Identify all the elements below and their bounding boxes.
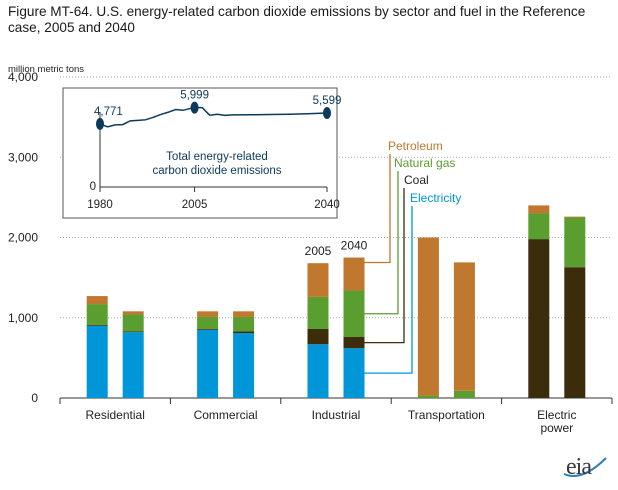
bar-segment-petroleum: [233, 311, 255, 317]
x-category-label: Industrial: [312, 408, 361, 422]
inset-marker: [190, 101, 199, 114]
bar-segment-natural-gas: [197, 316, 219, 329]
inset-point-label: 4,771: [94, 106, 123, 118]
bar-segment-coal: [122, 331, 144, 333]
bar-segment-natural-gas: [453, 390, 475, 398]
legend-label-petroleum: Petroleum: [388, 139, 443, 153]
bar-segment-coal: [307, 328, 329, 345]
year-label: 2040: [341, 239, 368, 253]
bar-segment-petroleum: [122, 311, 144, 315]
inset-frame: [62, 87, 338, 219]
bar-segment-natural-gas: [122, 314, 144, 332]
y-tick-label: 2,000: [8, 231, 38, 245]
logo-text: eia: [566, 454, 592, 480]
inset-point-label: 5,599: [313, 95, 342, 107]
y-axis-unit-label: million metric tons: [8, 64, 84, 75]
inset-x-tick-label: 2005: [182, 199, 208, 211]
bar-segment-petroleum: [197, 311, 219, 317]
bar-segment-electricity: [86, 325, 108, 398]
y-tick-label: 0: [31, 391, 38, 405]
inset-point-label: 5,999: [180, 90, 209, 102]
eia-logo: eia: [560, 452, 610, 484]
y-tick-label: 1,000: [8, 311, 38, 325]
y-tick-label: 3,000: [8, 150, 38, 164]
inset-x-tick-label: 2040: [314, 199, 340, 211]
legend-label-natural-gas: Natural gas: [394, 156, 455, 170]
legend-callout-line: [364, 188, 405, 344]
bar-segment-coal: [528, 239, 550, 398]
bar-segment-electricity: [233, 332, 255, 398]
inset-y-zero-label: 0: [90, 181, 96, 193]
bar-segment-electricity: [343, 348, 365, 398]
bar-segment-natural-gas: [86, 304, 108, 325]
inset-caption-line1: Total energy-related: [166, 151, 268, 163]
inset-marker: [323, 106, 331, 119]
figure-title: Figure MT-64. U.S. energy-related carbon…: [8, 4, 586, 35]
bar-segment-petroleum: [417, 237, 439, 396]
legend-callout-line: [364, 154, 391, 264]
bar-segment-electricity: [122, 332, 144, 398]
bar-segment-electricity: [307, 344, 329, 398]
bar-segment-coal: [197, 328, 219, 330]
x-category-label: Electric: [537, 408, 576, 422]
bar-segment-coal: [233, 331, 255, 333]
bar-segment-petroleum: [307, 263, 329, 297]
bar-segment-petroleum: [564, 216, 586, 218]
bar-segment-natural-gas: [528, 213, 550, 240]
legend-callout-line: [364, 171, 399, 315]
legend-callout-line: [364, 206, 413, 374]
bar-segment-coal: [86, 324, 108, 326]
bar-segment-natural-gas: [343, 290, 365, 338]
y-tick-label: 4,000: [8, 70, 38, 84]
bar-segment-coal: [343, 337, 365, 349]
year-label: 2005: [305, 244, 332, 258]
bar-segment-petroleum: [453, 262, 475, 391]
legend-label-coal: Coal: [404, 173, 429, 187]
bar-segment-petroleum: [86, 296, 108, 305]
inset-x-tick-label: 1980: [87, 199, 113, 211]
x-category-label: power: [540, 421, 573, 435]
inset-marker: [96, 117, 104, 130]
inset-caption-line2: carbon dioxide emissions: [152, 165, 281, 177]
legend-label-electricity: Electricity: [410, 191, 461, 205]
bar-segment-natural-gas: [233, 316, 255, 332]
bar-segment-petroleum: [528, 205, 550, 214]
bar-segment-natural-gas: [307, 296, 329, 329]
logo-swoosh-icon: [563, 457, 607, 477]
bar-segment-natural-gas: [564, 217, 586, 268]
x-category-label: Transportation: [408, 408, 485, 422]
bar-segment-coal: [564, 267, 586, 398]
inset-total-emissions-line: [99, 106, 328, 128]
bar-segment-natural-gas: [417, 395, 439, 398]
bar-segment-petroleum: [343, 257, 365, 291]
bar-segment-electricity: [197, 329, 219, 398]
x-category-label: Commercial: [194, 408, 258, 422]
x-category-label: Residential: [86, 408, 145, 422]
